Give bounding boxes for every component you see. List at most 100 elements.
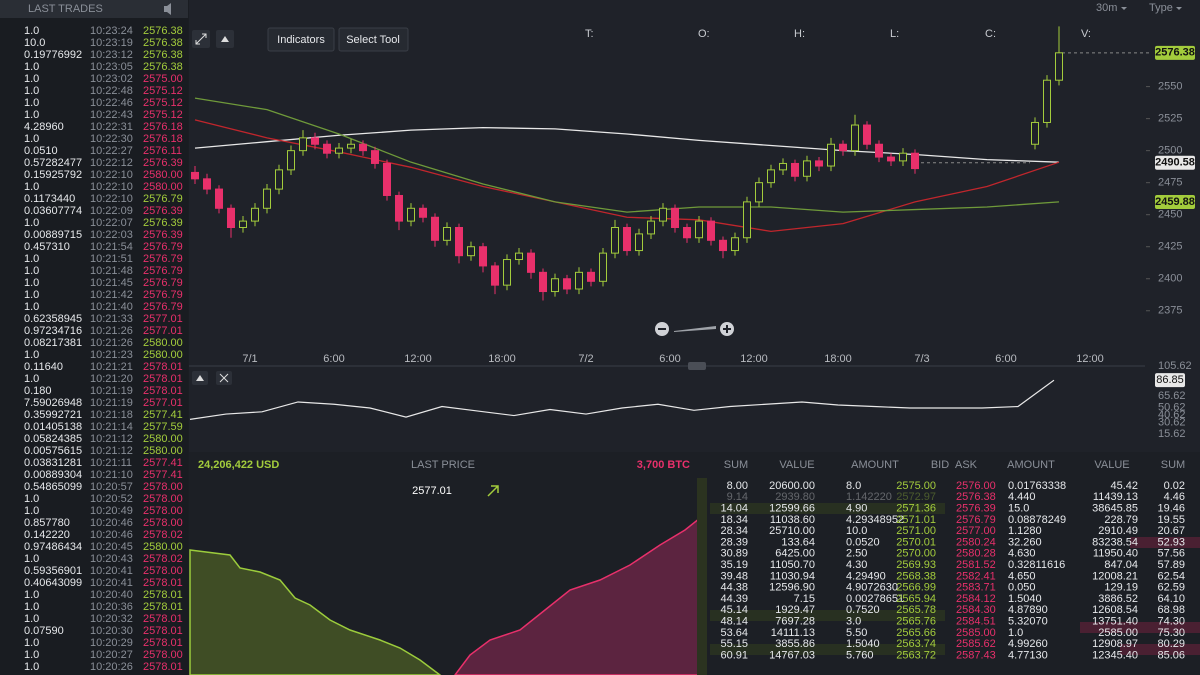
trade-time: 10:22:10 (90, 169, 133, 181)
bid-cell: 2563.74 (896, 638, 936, 650)
trade-amount: 0.03607774 (24, 205, 82, 217)
collapse-icon (221, 36, 229, 42)
trade-time: 10:21:11 (90, 457, 132, 469)
bid-cell: 2565.66 (896, 627, 936, 639)
candle-body (683, 227, 691, 239)
trade-time: 10:23:12 (90, 49, 133, 61)
trade-time: 10:21:54 (90, 241, 133, 253)
candle-body (347, 143, 355, 149)
trade-price: 2578.01 (143, 637, 183, 649)
trade-time: 10:20:46 (90, 529, 133, 541)
bid-cell: 2575.00 (896, 480, 936, 492)
select-tool-button[interactable] (338, 27, 409, 52)
trade-time: 10:22:43 (90, 109, 133, 121)
trade-amount: 1.0 (24, 73, 39, 85)
candle-body (803, 160, 811, 177)
candle-body (227, 207, 235, 229)
trade-amount: 1.0 (24, 505, 39, 517)
type-select[interactable]: Type (1149, 2, 1173, 14)
ask-cell: 64.10 (1157, 593, 1185, 605)
x-tick-label: 12:00 (404, 353, 432, 365)
trade-amount: 1.0 (24, 301, 39, 313)
indicator-tick-label: 65.62 (1158, 390, 1186, 402)
trade-price: 2578.00 (143, 493, 183, 505)
ask-cell: 38645.85 (1092, 503, 1138, 515)
trade-time: 10:21:20 (90, 373, 133, 385)
trade-time: 10:21:19 (90, 397, 133, 409)
trade-amount: 0.180 (24, 385, 52, 397)
trade-time: 10:20:49 (90, 505, 133, 517)
ask-cell: 68.98 (1157, 604, 1185, 616)
candle-body (911, 152, 919, 170)
bid-cell: 133.64 (781, 536, 815, 548)
candle-body (395, 194, 403, 222)
trade-amount: 0.457310 (24, 241, 70, 253)
row-highlight (710, 644, 945, 655)
row-highlight (1080, 622, 1200, 633)
trade-amount: 0.05824385 (24, 433, 82, 445)
trade-price: 2577.01 (143, 397, 183, 409)
last-price-label: LAST PRICE (411, 459, 475, 471)
trade-price: 2578.00 (143, 565, 183, 577)
bid-cell: 35.19 (720, 559, 748, 571)
bid-cell: 30.89 (720, 548, 748, 560)
ask-cell: 1.1280 (1008, 525, 1042, 537)
book-header: VALUE (1094, 459, 1129, 471)
ask-cell: 4.440 (1008, 491, 1036, 503)
ask-cell: 2585.00 (1098, 627, 1138, 639)
bid-cell: 10.0 (846, 525, 867, 537)
trade-amount: 0.19776992 (24, 49, 82, 61)
trade-price: 2578.01 (143, 373, 183, 385)
ask-cell: 57.89 (1157, 559, 1185, 571)
indicators-button[interactable] (267, 27, 335, 52)
trade-time: 10:21:26 (90, 337, 133, 349)
trade-time: 10:21:26 (90, 325, 133, 337)
trade-price: 2576.38 (143, 61, 183, 73)
y-tick-label: 2550 (1158, 81, 1182, 93)
trade-price: 2575.12 (143, 109, 183, 121)
bid-cell: 2.50 (846, 548, 867, 560)
y-tick-label: 2375 (1158, 305, 1182, 317)
ask-cell: 75.30 (1157, 627, 1185, 639)
bid-cell: 3855.86 (775, 638, 815, 650)
trade-time: 10:21:40 (90, 301, 133, 313)
bid-cell: 53.64 (720, 627, 748, 639)
trade-amount: 0.59356901 (24, 565, 82, 577)
resize-handle[interactable] (688, 362, 706, 370)
trade-time: 10:20:40 (90, 589, 133, 601)
trade-amount: 0.07590 (24, 625, 64, 637)
candle-body (383, 162, 391, 196)
trade-amount: 1.0 (24, 277, 39, 289)
bid-depth-area (189, 549, 442, 675)
fullscreen-icon (195, 33, 207, 45)
sound-icon[interactable] (164, 3, 171, 15)
bid-cell: 4.30 (846, 559, 867, 571)
trade-amount: 1.0 (24, 637, 39, 649)
bid-cell: 45.14 (720, 604, 748, 616)
bid-cell: 0.0520 (846, 536, 880, 548)
candle-body (491, 265, 499, 286)
bid-cell: 6425.00 (775, 548, 815, 560)
bid-cell: 5.50 (846, 627, 867, 639)
trade-price: 2578.01 (143, 661, 183, 673)
ask-cell: 2580.28 (956, 548, 996, 560)
trade-amount: 0.1173440 (24, 193, 75, 205)
ask-cell: 11950.40 (1093, 548, 1138, 560)
trade-price: 2577.01 (143, 313, 183, 325)
ask-cell: 57.56 (1157, 548, 1185, 560)
interval-select[interactable]: 30m (1096, 2, 1117, 14)
move-up-icon (196, 375, 204, 381)
x-tick-label: 12:00 (740, 353, 768, 365)
bid-cell: 12599.66 (769, 503, 815, 515)
candle-body (467, 246, 475, 257)
trade-time: 10:22:07 (90, 217, 133, 229)
trade-amount: 0.08217381 (24, 337, 82, 349)
candle-body (719, 239, 727, 252)
bid-cell: 0.7520 (846, 604, 880, 616)
trade-amount: 1.0 (24, 373, 39, 385)
zoom-slider[interactable] (674, 326, 716, 332)
ask-cell: 2576.79 (956, 514, 996, 526)
trade-amount: 1.0 (24, 133, 39, 145)
trade-time: 10:21:12 (90, 433, 133, 445)
